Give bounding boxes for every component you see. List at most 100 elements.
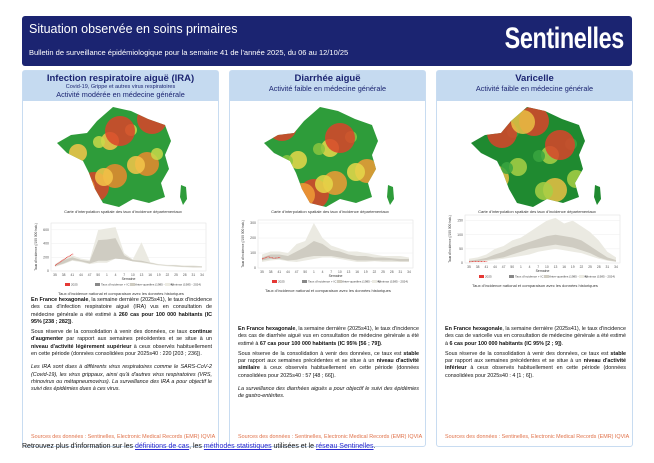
x-tick-label: 44 [493,265,497,269]
plot-area [50,222,207,272]
y-tick-label: 0 [461,261,463,265]
x-tick-label: 41 [484,265,488,269]
x-tick-label: 28 [183,273,187,277]
activity-level: Activité modérée en médecine générale [56,90,185,99]
x-tick-label: 47 [88,273,92,277]
panel-header: Varicelle Activité faible en médecine gé… [437,71,632,101]
map-title: Carte d'interpolation spatiale des taux … [64,209,182,214]
paragraph: En France hexagonale, la semaine dernièr… [445,326,626,347]
panel-text: En France hexagonale, la semaine dernièr… [445,326,626,383]
legend-swatch [509,275,514,278]
incidence-chart: 0 50 100 150 35 38 41 44 47 50 1 4 7 10 13 16 19 22 25 28 31… [445,211,625,291]
bulletin-header: Situation observée en soins primaires Bu… [22,16,632,66]
header-title: Situation observée en soins primaires [29,22,238,36]
paragraph: Sous réserve de la consolidation à venir… [31,329,212,358]
x-tick-label: 10 [545,265,549,269]
y-tick-label: 600 [43,228,49,232]
x-tick-label: 13 [554,265,558,269]
y-tick-label: 150 [457,219,463,223]
map-hotspot [69,144,87,162]
incidence-map: Carte d'interpolation spatiale des taux … [467,103,607,214]
map-hotspot [325,123,355,153]
legend-swatch [65,283,70,286]
incidence-chart: 0 200 400 600 35 38 41 44 47 50 1 4 7 10 13 16 19 22 25 28 3… [31,219,211,299]
surveillance-note: La surveillance des diarrhées aiguës a p… [238,386,419,400]
map-hotspot [71,176,95,200]
map-hotspot [347,163,365,181]
map-hotspot [511,110,535,134]
series-2025 [468,260,488,263]
legend-entry: Inter-quartiles (1985 - 2024) [136,283,173,287]
map-hotspot [509,158,527,176]
corsica [387,185,394,205]
x-axis-label: Semaine [122,277,136,281]
y-tick-label: 50 [459,247,463,251]
legend-swatch [479,275,484,278]
legend-swatch [95,283,100,286]
x-tick-label: 34 [614,265,618,269]
header-subtitle: Bulletin de surveillance épidémiologique… [29,48,349,57]
y-tick-label: 0 [254,266,256,270]
x-tick-label: 22 [166,273,170,277]
legend-entry: Taux d'incidence + IC 95% [308,280,344,284]
x-tick-label: 16 [562,265,566,269]
link-case-definitions[interactable]: définitions de cas [135,443,190,450]
panel-title: Varicelle [515,73,554,84]
legend-entry: 2025 [485,275,492,279]
legend-swatch [337,280,342,283]
panel-title: Diarrhée aiguë [294,73,361,84]
legend-entry: Inter-quartiles (1985 - 2024) [343,280,380,284]
x-tick-label: 35 [53,273,57,277]
data-sources: Sources des données : Sentinelles, Elect… [445,434,630,440]
y-axis-label: Taux d'incidence (/100 000 hab.) [241,220,245,268]
x-tick-label: 34 [200,273,204,277]
x-tick-label: 35 [260,270,264,274]
chart-title: Taux d'incidence national et comparaison… [58,291,184,296]
activity-level: Activité faible en médecine générale [475,84,594,93]
map-hotspot [501,162,513,174]
map-hotspot [151,148,163,160]
link-sentinelles-network[interactable]: réseau Sentinelles [315,443,374,450]
x-tick-label: 25 [588,265,592,269]
x-tick-label: 31 [192,273,196,277]
x-tick-label: 44 [286,270,290,274]
panel-title: Infection respiratoire aiguë (IRA) [46,73,195,84]
map-hotspot [67,112,79,124]
paragraph: Sous réserve de la consolidation à venir… [238,350,419,379]
corsica [594,185,601,205]
panel-varicelle: Varicelle Activité faible en médecine gé… [436,70,633,447]
map-hotspot [267,111,297,141]
legend-entry: Minimax (1985 - 2024) [171,283,201,287]
map-hotspot [315,175,333,193]
panel-subtitle: Covid-19, Grippe et autres virus respira… [65,84,176,90]
x-tick-label: 25 [174,273,178,277]
x-tick-label: 31 [606,265,610,269]
activity-level: Activité faible en médecine générale [268,84,387,93]
map-hotspot [313,143,325,155]
paragraph: Sous réserve de la consolidation à venir… [445,350,626,379]
interquartile-band [262,241,409,262]
x-tick-label: 35 [467,265,471,269]
y-tick-label: 200 [250,236,256,240]
map-hotspot [545,130,575,160]
footer-links: Retrouvez plus d'information sur les déf… [22,443,376,450]
x-tick-label: 34 [407,270,411,274]
x-tick-label: 50 [303,270,307,274]
data-sources: Sources des données : Sentinelles, Elect… [238,434,423,440]
interquartile-band [469,234,616,262]
x-tick-label: 47 [502,265,506,269]
x-tick-label: 4 [115,273,117,277]
legend-entry: 2025 [71,283,78,287]
interquartile-band [55,238,202,268]
incidence-map: Carte d'interpolation spatiale des taux … [260,103,400,214]
footer-text: . [373,443,376,450]
footer-text: utilisées et le [271,443,316,450]
map-title: Carte d'interpolation spatiale des taux … [271,209,389,214]
legend-swatch [130,283,135,286]
incidence-chart: 0 100 200 300 35 38 41 44 47 50 1 4 7 10 13 16 19 22 25 28 3… [238,216,418,296]
x-tick-label: 31 [399,270,403,274]
chart-title: Taux d'incidence national et comparaison… [265,288,391,293]
x-tick-label: 10 [131,273,135,277]
x-tick-label: 22 [580,265,584,269]
link-statistical-methods[interactable]: méthodes statistiques [203,443,272,450]
